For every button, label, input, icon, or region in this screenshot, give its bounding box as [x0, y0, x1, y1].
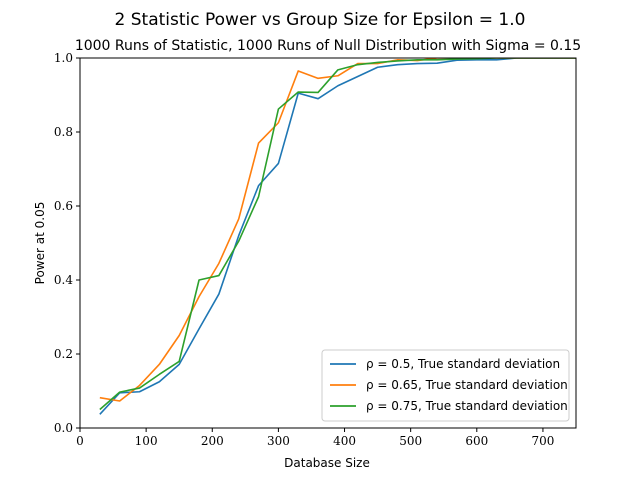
- x-tick-label: 100: [135, 434, 158, 448]
- legend-label-1: ρ = 0.5, True standard deviation: [366, 357, 560, 371]
- y-tick-label: 0.0: [54, 421, 73, 435]
- x-axis-label: Database Size: [284, 456, 370, 470]
- x-tick-label: 300: [267, 434, 290, 448]
- series-line-1: [99, 58, 576, 415]
- x-tick-label: 400: [333, 434, 356, 448]
- y-tick-label: 0.6: [54, 199, 73, 213]
- y-axis-ticks: 0.0 0.2 0.4 0.6 0.8 1.0: [54, 51, 80, 435]
- series-line-3: [99, 58, 576, 411]
- legend: ρ = 0.5, True standard deviation ρ = 0.65…: [321, 349, 570, 422]
- plot-area: [79, 57, 577, 429]
- x-tick-label: 500: [399, 434, 422, 448]
- x-axis-ticks: 0 100 200 300 400 500 600 700: [76, 428, 554, 448]
- x-tick-label: 200: [201, 434, 224, 448]
- y-axis-label: Power at 0.05: [33, 202, 47, 285]
- axes-frame: [79, 57, 577, 429]
- x-tick-label: 600: [465, 434, 488, 448]
- y-tick-label: 0.2: [54, 347, 73, 361]
- y-tick-label: 0.4: [54, 273, 73, 287]
- y-tick-label: 0.8: [54, 125, 73, 139]
- x-tick-label: 0: [76, 434, 84, 448]
- y-tick-label: 1.0: [54, 51, 73, 65]
- legend-box: [321, 349, 570, 422]
- legend-label-2: ρ = 0.65, True standard deviation: [366, 378, 568, 392]
- chart-title: 2 Statistic Power vs Group Size for Epsi…: [115, 10, 526, 30]
- x-tick-label: 700: [531, 434, 554, 448]
- chart-subtitle: 1000 Runs of Statistic, 1000 Runs of Nul…: [75, 38, 581, 54]
- legend-label-3: ρ = 0.75, True standard deviation: [366, 399, 568, 413]
- series-line-2: [99, 58, 576, 402]
